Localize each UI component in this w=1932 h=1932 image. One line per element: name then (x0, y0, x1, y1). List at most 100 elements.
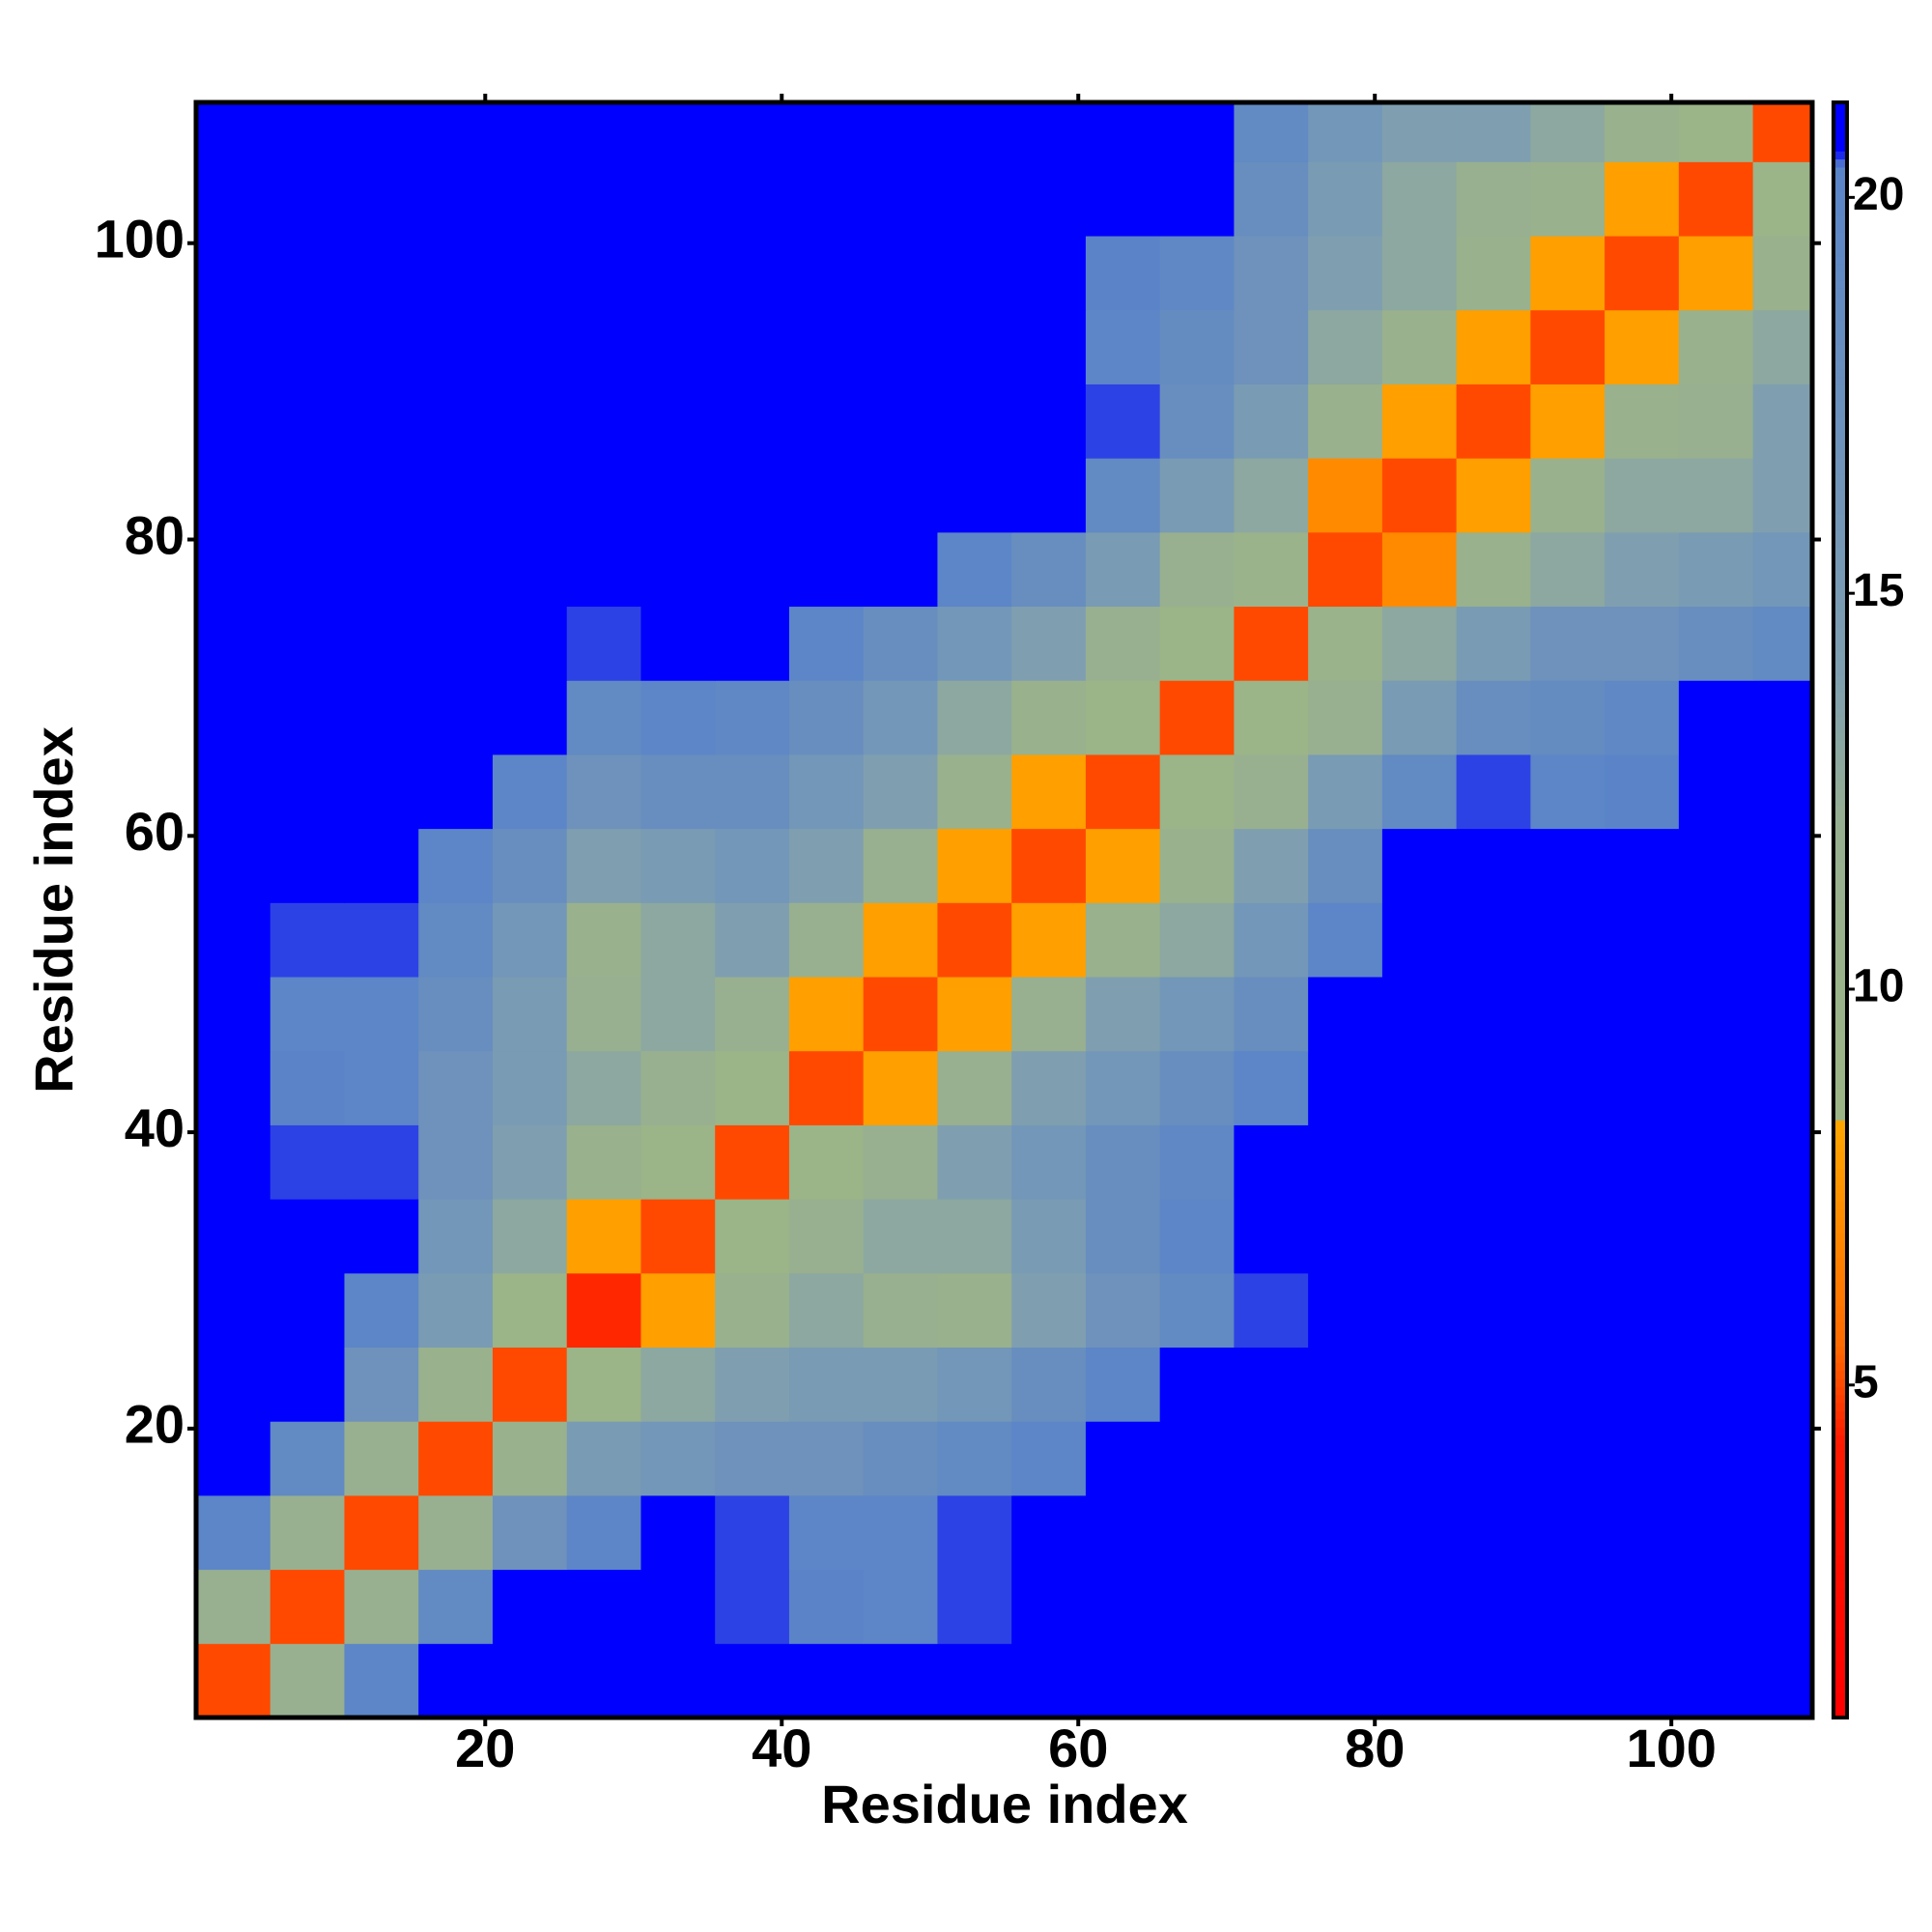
heatmap-cell (1456, 977, 1531, 1052)
colorbar-slice (1833, 934, 1847, 944)
colorbar-slice (1833, 1127, 1847, 1137)
x-tick-label: 100 (1626, 1718, 1716, 1778)
colorbar-slice (1833, 699, 1847, 709)
heatmap-cell (566, 1199, 641, 1274)
heatmap-cell (1678, 1272, 1754, 1349)
heatmap-cell (1381, 161, 1458, 237)
colorbar-slice (1833, 619, 1847, 628)
heatmap-cell (788, 1124, 865, 1200)
colorbar-slice (1833, 885, 1847, 895)
colorbar-slice (1833, 296, 1847, 305)
x-tick-label: 20 (455, 1718, 515, 1778)
heatmap-cell (492, 236, 568, 311)
heatmap-cell (1530, 1347, 1605, 1422)
colorbar-slice (1833, 1289, 1847, 1298)
colorbar-slice (1833, 1362, 1847, 1372)
heatmap-cell (492, 1421, 568, 1496)
heatmap-cell (1234, 309, 1309, 384)
heatmap-cell (937, 236, 1012, 311)
heatmap-cell (1456, 680, 1531, 755)
heatmap-cell (1678, 309, 1754, 384)
heatmap-cell (196, 680, 271, 755)
heatmap-cell (1678, 102, 1754, 162)
colorbar-slice (1833, 1604, 1847, 1613)
colorbar-slice (1833, 1346, 1847, 1355)
colorbar-slice (1833, 692, 1847, 701)
heatmap-cell (344, 458, 419, 533)
heatmap-cell (863, 102, 938, 162)
colorbar-slice (1833, 756, 1847, 766)
heatmap-cell (344, 680, 419, 755)
heatmap-cell (492, 384, 568, 459)
colorbar-tick-label: 15 (1853, 565, 1904, 616)
colorbar-slice (1833, 1483, 1847, 1492)
colorbar-tick-label: 10 (1853, 961, 1904, 1012)
colorbar-slice (1833, 772, 1847, 781)
heatmap-cell (344, 161, 419, 237)
colorbar-slice (1833, 353, 1847, 362)
heatmap-cell (1234, 1272, 1309, 1349)
colorbar-slice (1833, 110, 1847, 120)
heatmap-cell (715, 1421, 790, 1496)
heatmap-cell (492, 1050, 568, 1125)
colorbar-slice (1833, 288, 1847, 298)
heatmap-cell (1085, 1494, 1161, 1571)
colorbar-slice (1833, 925, 1847, 935)
colorbar-slice (1833, 231, 1847, 241)
heatmap-cell (196, 902, 271, 978)
heatmap-cell (1085, 977, 1161, 1052)
heatmap-cell (863, 753, 938, 830)
heatmap-cell (715, 1494, 790, 1571)
heatmap-cell (1752, 1124, 1813, 1200)
heatmap-cell (418, 1643, 494, 1719)
heatmap-cell (863, 1347, 938, 1422)
heatmap-cell (1605, 1421, 1680, 1496)
colorbar-slice (1833, 506, 1847, 515)
colorbar-slice (1833, 1418, 1847, 1428)
heatmap-cell (1605, 753, 1680, 830)
heatmap-cell (196, 1569, 271, 1644)
heatmap-cell (640, 606, 716, 681)
heatmap-cell (1085, 102, 1161, 162)
colorbar-slice (1833, 304, 1847, 313)
heatmap-cell (1605, 606, 1680, 681)
colorbar-slice (1833, 603, 1847, 612)
heatmap-cell (1308, 458, 1383, 533)
heatmap-cell (1456, 1569, 1531, 1644)
heatmap-cell (1159, 977, 1235, 1052)
y-tick-label: 20 (125, 1394, 185, 1455)
heatmap-cell (788, 680, 865, 755)
colorbar-slice (1833, 425, 1847, 435)
heatmap-cell (566, 1494, 641, 1571)
heatmap-cell (715, 458, 790, 533)
heatmap-cell (492, 977, 568, 1052)
heatmap-cell (788, 1347, 865, 1422)
heatmap-cell (1530, 1199, 1605, 1274)
colorbar-frame (1832, 100, 1849, 1719)
colorbar-slice (1833, 1264, 1847, 1274)
heatmap-cell (1234, 102, 1309, 162)
colorbar-slice (1833, 837, 1847, 846)
colorbar-slice (1833, 1386, 1847, 1396)
colorbar-slice (1833, 627, 1847, 637)
heatmap-cell (640, 309, 716, 384)
heatmap-cell (1456, 1050, 1531, 1125)
colorbar-slice (1833, 635, 1847, 644)
heatmap-cell (1234, 977, 1309, 1052)
heatmap-cell (788, 531, 865, 608)
heatmap-cell (788, 161, 865, 237)
heatmap-cell (788, 606, 865, 681)
heatmap-cell (196, 309, 271, 384)
heatmap-cell (640, 828, 716, 903)
heatmap-cell (1605, 531, 1680, 608)
colorbar-slice (1833, 1297, 1847, 1307)
heatmap-cell (566, 102, 641, 162)
heatmap (196, 102, 1813, 1719)
heatmap-cell (640, 1643, 716, 1719)
heatmap-cell (1456, 1124, 1531, 1200)
colorbar-slice (1833, 950, 1847, 959)
heatmap-cell (640, 531, 716, 608)
colorbar-slice (1833, 1144, 1847, 1153)
heatmap-cell (1159, 753, 1235, 830)
colorbar-slice (1833, 151, 1847, 160)
